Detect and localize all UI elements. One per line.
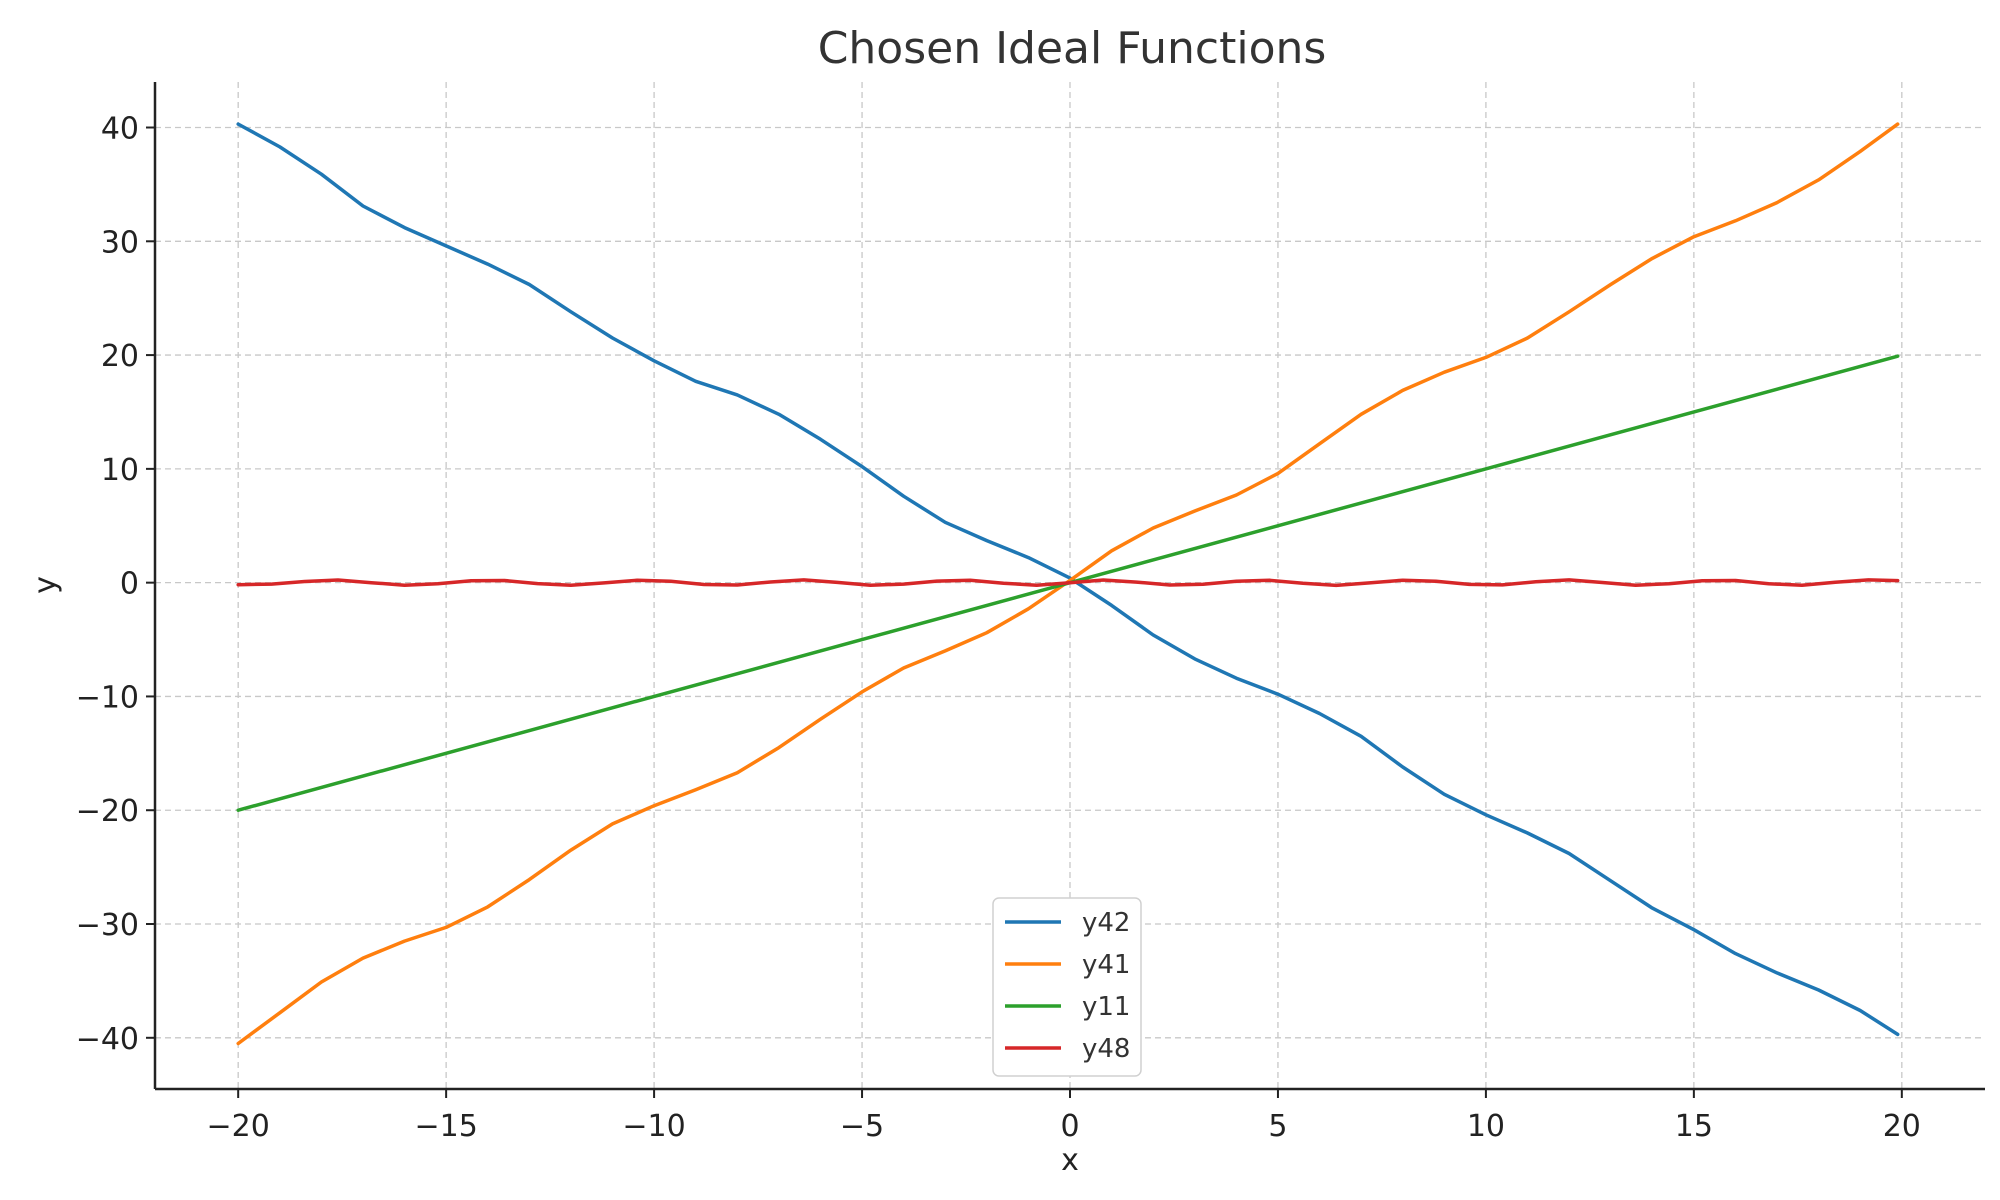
y-tick-label: 40 [101, 112, 139, 147]
y-tick-label: 10 [101, 453, 139, 488]
y-tick-label: −30 [76, 908, 139, 943]
x-tick-label: −5 [840, 1109, 884, 1144]
legend-label-y41: y41 [1082, 950, 1130, 980]
y-tick-label: 20 [101, 339, 139, 374]
x-tick-label: −20 [207, 1109, 270, 1144]
y-tick-label: −10 [76, 680, 139, 715]
x-tick-label: 5 [1268, 1109, 1287, 1144]
x-tick-label: −10 [622, 1109, 685, 1144]
x-tick-label: 20 [1883, 1109, 1921, 1144]
x-tick-label: 15 [1675, 1109, 1713, 1144]
x-ticks: −20 −15 −10 −5 0 5 10 15 20 [207, 1089, 1921, 1144]
series-line-y41 [236, 122, 1900, 1046]
legend-box [992, 897, 1142, 1077]
y-tick-label: 0 [120, 567, 139, 602]
series-line-y42 [236, 122, 1900, 1037]
legend: y42 y41 y11 y48 [992, 897, 1142, 1077]
y-tick-label: −40 [76, 1022, 139, 1057]
legend-label-y42: y42 [1082, 908, 1130, 938]
x-axis-label: x [1061, 1143, 1079, 1178]
x-tick-label: 10 [1467, 1109, 1505, 1144]
y-axis-label: y [28, 576, 63, 594]
series-lines [236, 122, 1900, 1046]
chart-title: Chosen Ideal Functions [818, 23, 1327, 74]
x-tick-label: 0 [1060, 1109, 1079, 1144]
y-tick-label: 30 [101, 225, 139, 260]
legend-label-y11: y11 [1082, 992, 1130, 1022]
y-tick-label: −20 [76, 794, 139, 829]
series-line-y48 [236, 578, 1900, 588]
legend-label-y48: y48 [1082, 1034, 1130, 1064]
x-tick-label: −15 [414, 1109, 477, 1144]
y-ticks: −40 −30 −20 −10 0 10 20 30 40 [76, 112, 155, 1057]
